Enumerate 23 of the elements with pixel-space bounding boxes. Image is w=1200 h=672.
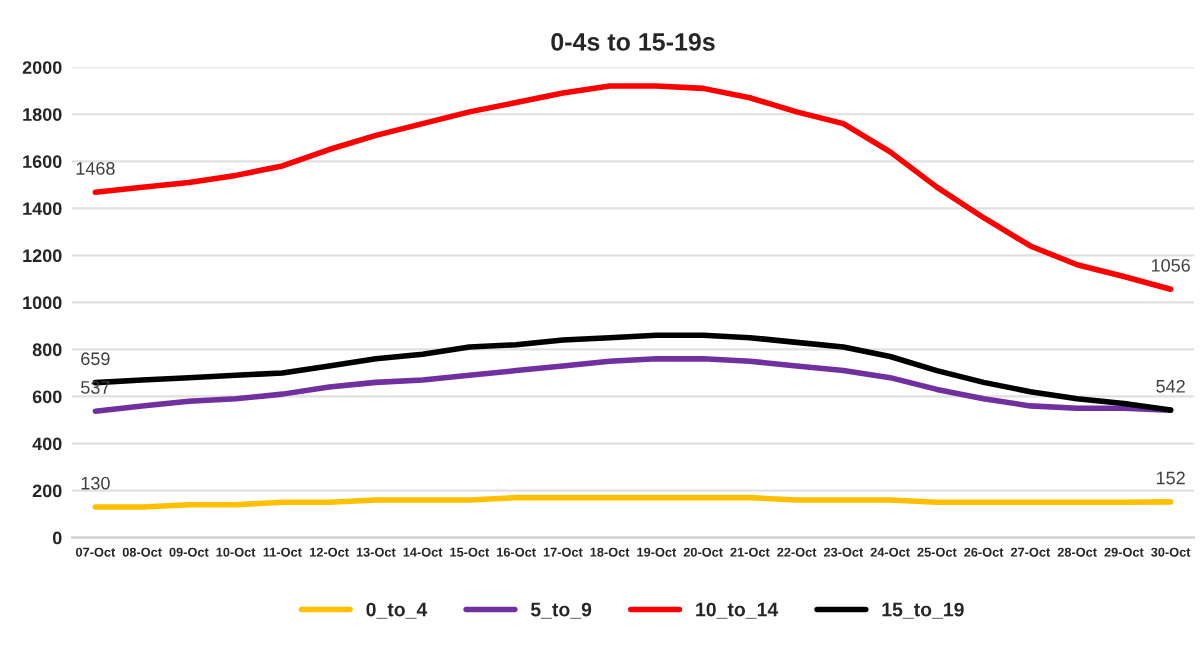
y-tick-label: 1600 [23,155,62,168]
y-tick-label: 2000 [22,61,62,74]
y-tick-label: 1200 [23,249,62,263]
data-label: 659 [81,352,110,366]
legend-label: 10_to_14 [696,602,779,619]
y-tick-label: 600 [32,390,62,404]
data-label: 1468 [76,162,115,175]
data-label: 130 [81,476,110,490]
data-label: 537 [81,381,110,394]
data-label: 152 [1156,471,1185,485]
y-tick-label: 200 [32,484,62,498]
y-tick-label: 0 [52,531,62,545]
y-tick-label: 1000 [23,296,62,310]
y-tick-label: 1800 [23,108,62,121]
data-label: 542 [1156,379,1185,393]
y-tick-label: 800 [32,343,62,357]
legend-label: 5_to_9 [530,602,592,619]
chart-title: 0-4s to 15-19s [551,33,715,51]
y-tick-label: 1400 [23,202,62,216]
legend-label: 15_to_19 [882,602,964,619]
data-label: 1056 [1151,258,1190,272]
y-tick-label: 400 [32,437,62,451]
legend-label: 0_to_4 [366,602,428,619]
